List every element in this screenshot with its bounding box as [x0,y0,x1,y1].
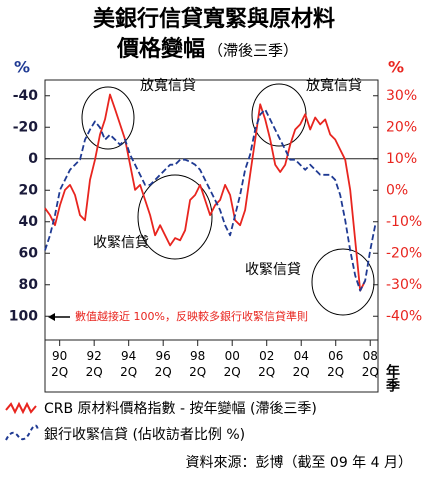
x-tick-label: 98 2Q [189,349,206,379]
annotation: 放寬信貸 [306,77,362,94]
chart-title: 價格變幅 [116,36,205,62]
annotation: 放寬信貸 [140,77,196,94]
x-tick-label: 02 2Q [258,349,275,379]
y-tick-label: -20 [13,119,39,135]
y2-tick-label: -20% [386,245,422,261]
x-tick-label: 96 2Q [155,349,172,379]
x-axis-label: 年季 [384,363,401,393]
y2-tick-label: -40% [386,308,422,324]
y2-tick-label: 30% [386,88,417,104]
y2-axis-label: % [388,58,404,77]
y-tick-label: -40 [13,88,39,104]
legend-label: CRB 原材料價格指數 - 按年變幅 (滯後三季) [44,400,317,417]
plot-frame [44,79,379,393]
x-tick-label: 08 2Q [362,349,379,379]
legend-icon [5,424,39,441]
y2-tick-label: 0% [386,182,408,198]
source-note: 資料來源：彭博（截至 09 年 4 月） [185,454,412,471]
y2-tick-label: 10% [386,151,417,167]
y-tick-label: 20 [19,182,39,198]
y-tick-label: 100 [9,308,38,324]
y-axis-label: % [14,58,30,77]
chart-title: 美銀行信貸寬緊與原材料 [93,6,335,32]
annotation-arrow-head [48,313,55,321]
annotation: 數值越接近 100%，反映較多銀行收緊信貸準則 [75,309,308,323]
y-tick-label: 80 [19,277,39,293]
annotation: 收緊信貸 [93,235,149,251]
x-tick-label: 90 2Q [51,349,68,379]
highlight-circle [311,248,375,316]
y-tick-label: 0 [28,151,38,167]
highlight-circle [137,174,213,260]
y2-tick-label: -10% [386,214,422,230]
legend-label: 銀行收緊信貸 (佔收訪者比例 %) [44,427,245,443]
annotation: 收緊信貸 [245,262,301,278]
y2-tick-label: 20% [386,119,417,135]
y-tick-label: 40 [19,214,39,230]
x-tick-label: 92 2Q [86,349,103,379]
legend-icon [5,401,37,415]
x-tick-label: 06 2Q [327,349,344,379]
highlight-circle [81,86,135,150]
x-tick-label: 04 2Q [293,349,310,379]
x-tick-label: 00 2Q [224,349,241,379]
data-line [44,93,367,292]
chart-subtitle: （滯後三季） [208,42,298,60]
y-tick-label: 60 [19,245,39,261]
x-tick-label: 94 2Q [120,349,137,379]
y2-tick-label: -30% [386,277,422,293]
data-line [44,108,377,292]
